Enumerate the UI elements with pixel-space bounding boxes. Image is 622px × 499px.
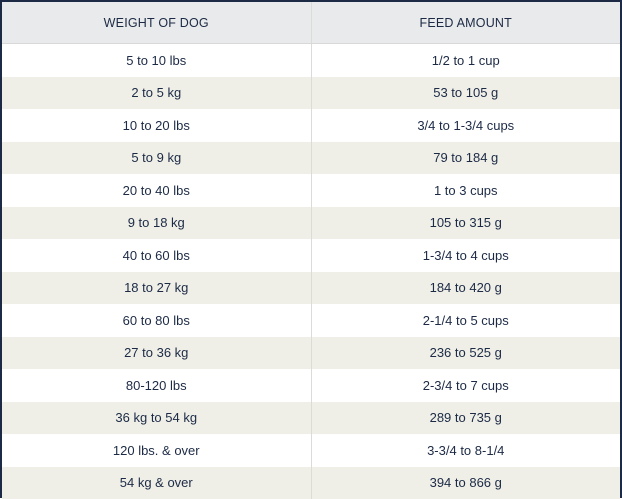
table-cell: 53 to 105 g xyxy=(311,77,620,110)
table-cell: 40 to 60 lbs xyxy=(2,239,311,272)
table-cell: 1/2 to 1 cup xyxy=(311,44,620,77)
table-cell: 236 to 525 g xyxy=(311,337,620,370)
table-cell: 27 to 36 kg xyxy=(2,337,311,370)
table-cell: 3/4 to 1-3/4 cups xyxy=(311,109,620,142)
table-cell: 80-120 lbs xyxy=(2,369,311,402)
table-cell: 9 to 18 kg xyxy=(2,207,311,240)
table-cell: 60 to 80 lbs xyxy=(2,304,311,337)
table-cell: 10 to 20 lbs xyxy=(2,109,311,142)
header-cell: FEED AMOUNT xyxy=(311,2,620,44)
table-cell: 120 lbs. & over xyxy=(2,434,311,467)
table-cell: 3-3/4 to 8-1/4 xyxy=(311,434,620,467)
table-cell: 105 to 315 g xyxy=(311,207,620,240)
table-cell: 289 to 735 g xyxy=(311,402,620,435)
table-cell: 5 to 10 lbs xyxy=(2,44,311,77)
table-cell: 394 to 866 g xyxy=(311,467,620,499)
table-cell: 54 kg & over xyxy=(2,467,311,499)
table-cell: 18 to 27 kg xyxy=(2,272,311,305)
header-cell: WEIGHT OF DOG xyxy=(2,2,311,44)
table-cell: 2-1/4 to 5 cups xyxy=(311,304,620,337)
table-cell: 2-3/4 to 7 cups xyxy=(311,369,620,402)
table-cell: 2 to 5 kg xyxy=(2,77,311,110)
table-cell: 5 to 9 kg xyxy=(2,142,311,175)
table-cell: 20 to 40 lbs xyxy=(2,174,311,207)
table-cell: 36 kg to 54 kg xyxy=(2,402,311,435)
table-cell: 184 to 420 g xyxy=(311,272,620,305)
table-cell: 1 to 3 cups xyxy=(311,174,620,207)
table-cell: 79 to 184 g xyxy=(311,142,620,175)
table-cell: 1-3/4 to 4 cups xyxy=(311,239,620,272)
